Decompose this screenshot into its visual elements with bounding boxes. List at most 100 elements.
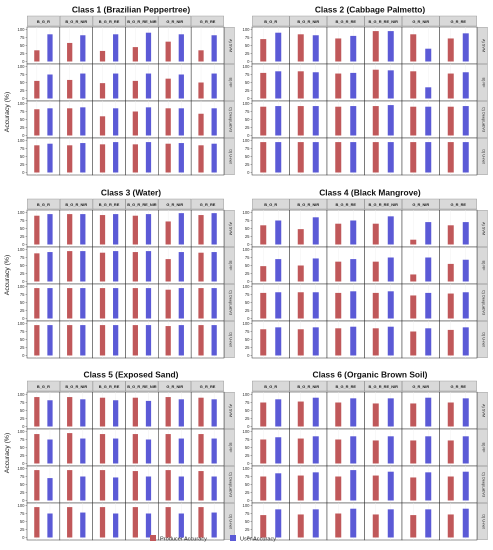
facet-panel (92, 26, 126, 65)
row-strip (224, 429, 235, 466)
row-label: C) DeepLabV3 (229, 472, 233, 497)
facet-panel (158, 428, 192, 467)
row-label: C) DeepLabV3 (229, 107, 233, 132)
column-strip (327, 380, 365, 392)
producer-accuracy-bar (372, 106, 379, 136)
user-accuracy-bar (113, 34, 119, 62)
y-tick-label: 75 (245, 218, 250, 223)
y-tick-label: 0 (22, 535, 25, 540)
y-tick-label: 0 (247, 461, 250, 466)
producer-accuracy-bar (335, 73, 342, 99)
column-strip (158, 198, 192, 210)
facet-panel (326, 209, 365, 248)
column-label: G_R_RE (200, 19, 216, 24)
producer-accuracy-bar (410, 477, 417, 501)
user-accuracy-bar (387, 471, 394, 501)
user-accuracy-bar (312, 509, 319, 538)
producer-accuracy-bar (67, 214, 73, 245)
user-accuracy-bar (47, 74, 53, 99)
producer-accuracy-bar (410, 34, 417, 62)
user-accuracy-bar (275, 399, 282, 427)
producer-accuracy-bar (99, 470, 106, 501)
user-accuracy-bar (178, 252, 184, 282)
y-tick-label: 75 (245, 146, 250, 151)
user-accuracy-bar (80, 107, 86, 136)
column-label: B_G_R_RE_NIR (127, 202, 157, 207)
producer-accuracy-bar (198, 82, 204, 99)
facet-panel (125, 320, 159, 359)
row-strip (224, 64, 235, 101)
facet-panel (364, 428, 403, 467)
y-tick-label: 0 (22, 59, 25, 64)
producer-accuracy-bar (34, 325, 40, 356)
producer-accuracy-bar (67, 397, 73, 427)
facet-panel (326, 100, 365, 139)
facet-panel (251, 428, 290, 467)
user-accuracy-bar (462, 292, 469, 319)
user-accuracy-bar (462, 142, 469, 173)
producer-accuracy-bar (410, 106, 417, 136)
y-tick-label: 50 (20, 43, 25, 48)
y-tick-label: 100 (18, 321, 26, 326)
producer-accuracy-bar (447, 329, 454, 356)
y-tick-label: 25 (20, 490, 25, 495)
facet-panel (158, 26, 192, 65)
user-accuracy-bar (145, 73, 152, 99)
y-tick-label: 100 (243, 392, 251, 397)
producer-accuracy-bar (198, 288, 204, 319)
user-accuracy-bar (350, 106, 357, 136)
column-strip (364, 380, 402, 392)
y-tick-label: 75 (245, 292, 250, 297)
facet-panel (59, 137, 93, 176)
y-tick-label: 75 (245, 437, 250, 442)
row-strip (477, 321, 488, 358)
user-accuracy-bar (425, 106, 432, 136)
column-label: B_G_R (264, 202, 277, 207)
facet-panel (158, 209, 192, 248)
row-label: C) DeepLabV3 (229, 290, 233, 315)
facet-panel (125, 391, 159, 430)
column-label: B_G_R_RE_NIR (369, 202, 399, 207)
producer-accuracy-bar (198, 325, 204, 356)
facet-panel (190, 465, 225, 504)
producer-accuracy-bar (335, 328, 342, 356)
user-accuracy-bar (350, 72, 357, 99)
chart-title: Class 2 (Cabbage Palmetto) (315, 5, 426, 15)
y-tick-label: 75 (245, 511, 250, 516)
producer-accuracy-bar (297, 142, 304, 173)
y-tick-label: 25 (20, 88, 25, 93)
row-strip (224, 247, 235, 284)
facet-panel (326, 428, 365, 467)
row-label: B) RF (229, 443, 233, 454)
column-label: B_G_R_NIR (297, 202, 319, 207)
producer-accuracy-bar (335, 476, 342, 501)
facet-panel (59, 428, 93, 467)
user-accuracy-bar (47, 400, 53, 427)
producer-accuracy-bar (372, 69, 379, 99)
producer-accuracy-bar (297, 475, 304, 501)
y-tick-label: 75 (245, 35, 250, 40)
facet-panel (26, 209, 61, 248)
row-label: C) DeepLabV3 (482, 290, 486, 315)
row-label: B) RF (482, 78, 486, 89)
user-accuracy-bar (387, 216, 394, 245)
producer-accuracy-bar (335, 38, 342, 62)
facet-panel (364, 283, 403, 322)
y-tick-label: 100 (18, 503, 26, 508)
producer-accuracy-bar (165, 221, 171, 245)
producer-accuracy-bar (198, 434, 204, 464)
row-strip (477, 466, 488, 503)
y-tick-label: 0 (22, 461, 25, 466)
y-tick-label: 50 (20, 408, 25, 413)
user-accuracy-bar (145, 400, 152, 427)
facet-panel (289, 428, 328, 467)
column-label: B_G_R_NIR (297, 384, 319, 389)
user-accuracy-bar (350, 326, 357, 356)
facet-panel (59, 465, 93, 504)
facet-panel (190, 100, 225, 139)
user-accuracy-bar (312, 142, 319, 173)
producer-accuracy-bar (198, 471, 204, 501)
user-accuracy-bar (211, 325, 217, 356)
y-tick-label: 25 (20, 271, 25, 276)
user-accuracy-bar (425, 397, 432, 427)
